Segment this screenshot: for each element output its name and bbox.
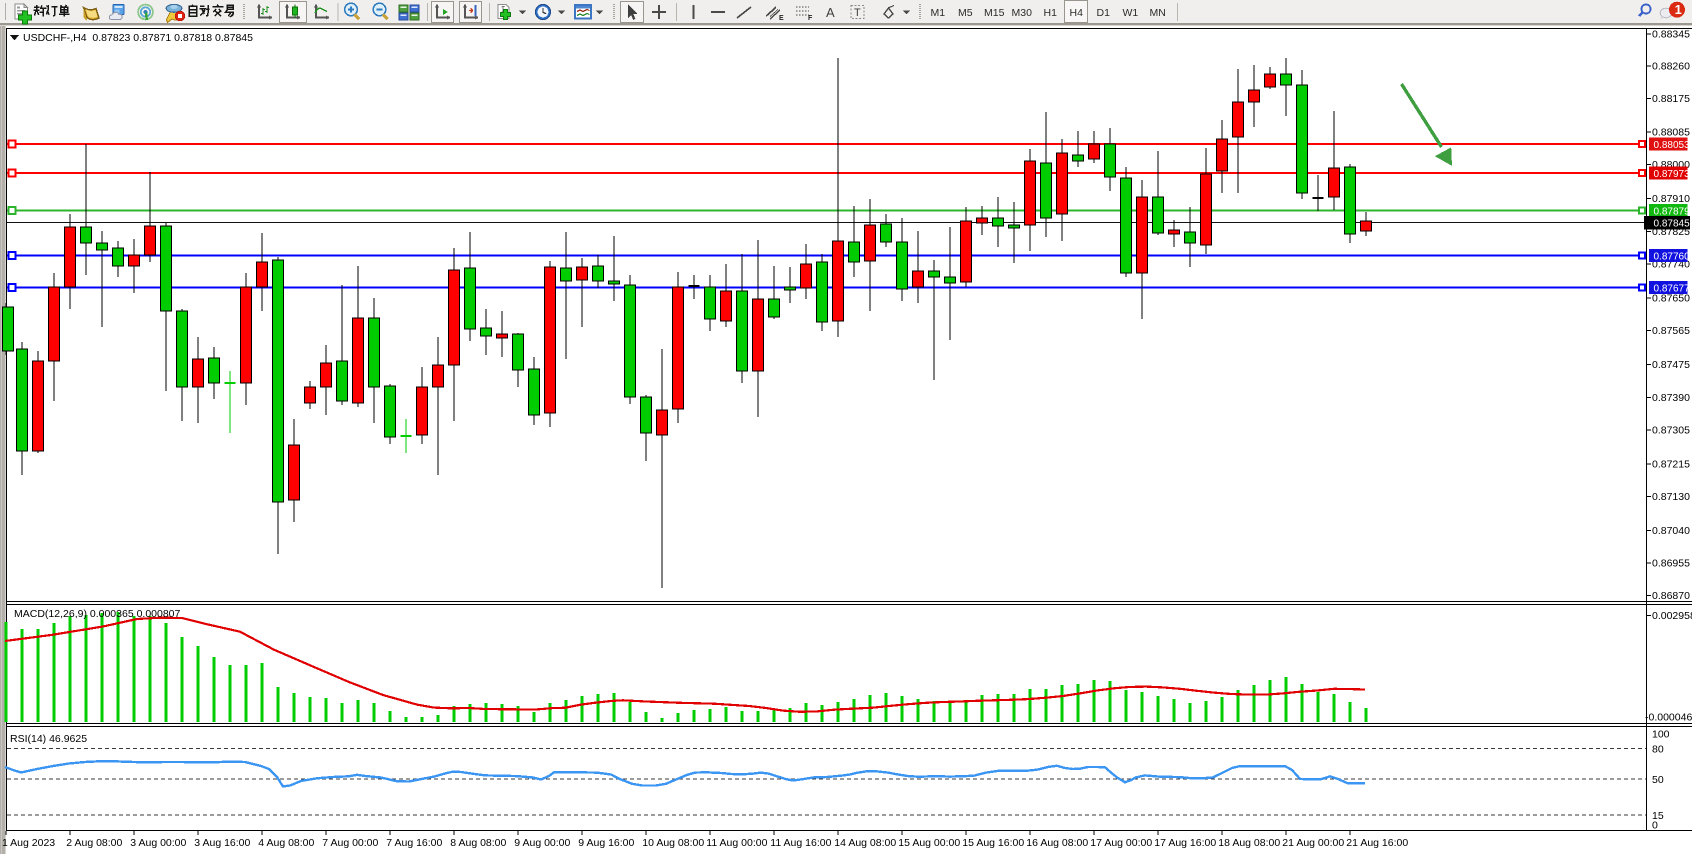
svg-text:17 Aug 16:00: 17 Aug 16:00 — [1154, 837, 1216, 849]
svg-text:7 Aug 00:00: 7 Aug 00:00 — [322, 837, 378, 849]
svg-text:A: A — [826, 5, 835, 20]
svg-text:0.87040: 0.87040 — [1652, 525, 1690, 537]
svg-text:0.87565: 0.87565 — [1652, 325, 1690, 337]
svg-text:1: 1 — [1675, 2, 1682, 17]
svg-text:0.87650: 0.87650 — [1652, 293, 1690, 305]
svg-text:RSI(14) 46.9625: RSI(14) 46.9625 — [10, 733, 87, 745]
svg-text:0.87845: 0.87845 — [1654, 219, 1691, 230]
svg-text:MACD(12,26,9) 0.000365 0.00080: MACD(12,26,9) 0.000365 0.000807 — [14, 608, 181, 620]
svg-text:2 Aug 08:00: 2 Aug 08:00 — [66, 837, 122, 849]
svg-text:0.87130: 0.87130 — [1652, 491, 1690, 503]
svg-text:10 Aug 08:00: 10 Aug 08:00 — [642, 837, 704, 849]
svg-text:USDCHF-,H4 0.87823 0.87871 0.: USDCHF-,H4 0.87823 0.87871 0.87818 0.878… — [23, 32, 253, 44]
svg-text:M30: M30 — [1012, 7, 1033, 19]
svg-text:0.87973: 0.87973 — [1654, 169, 1691, 180]
svg-text:9 Aug 00:00: 9 Aug 00:00 — [514, 837, 570, 849]
svg-text:4 Aug 08:00: 4 Aug 08:00 — [258, 837, 314, 849]
svg-text:0.87760: 0.87760 — [1654, 252, 1691, 263]
svg-text:3 Aug 00:00: 3 Aug 00:00 — [130, 837, 186, 849]
svg-text:0.87677: 0.87677 — [1654, 284, 1691, 295]
svg-text:0.88175: 0.88175 — [1652, 93, 1690, 105]
svg-text:M1: M1 — [931, 7, 946, 19]
svg-text:0.87215: 0.87215 — [1652, 459, 1690, 471]
svg-text:0.87910: 0.87910 — [1652, 193, 1690, 205]
svg-text:18 Aug 08:00: 18 Aug 08:00 — [1218, 837, 1280, 849]
svg-text:14 Aug 08:00: 14 Aug 08:00 — [834, 837, 896, 849]
svg-text:80: 80 — [1652, 743, 1664, 755]
svg-text:W1: W1 — [1123, 7, 1139, 19]
svg-text:F: F — [808, 15, 813, 22]
svg-text:100: 100 — [1652, 729, 1670, 741]
svg-text:21 Aug 16:00: 21 Aug 16:00 — [1346, 837, 1408, 849]
svg-text:0.88345: 0.88345 — [1652, 29, 1690, 41]
svg-text:0.88053: 0.88053 — [1654, 140, 1691, 151]
svg-text:15 Aug 16:00: 15 Aug 16:00 — [962, 837, 1024, 849]
svg-text:9 Aug 16:00: 9 Aug 16:00 — [578, 837, 634, 849]
svg-text:50: 50 — [1652, 774, 1664, 786]
svg-text:0.88260: 0.88260 — [1652, 61, 1690, 73]
svg-text:11 Aug 00:00: 11 Aug 00:00 — [706, 837, 767, 849]
svg-text:15: 15 — [1652, 810, 1664, 822]
svg-text:0.86955: 0.86955 — [1652, 558, 1690, 570]
svg-text:0.87305: 0.87305 — [1652, 425, 1690, 437]
svg-text:0.86870: 0.86870 — [1652, 590, 1690, 602]
svg-text:0.88085: 0.88085 — [1652, 127, 1690, 139]
svg-text:M15: M15 — [984, 7, 1005, 19]
svg-text:21 Aug 00:00: 21 Aug 00:00 — [1282, 837, 1344, 849]
svg-text:T: T — [854, 7, 861, 19]
svg-text:-0.000046: -0.000046 — [1645, 712, 1692, 724]
svg-text:8 Aug 08:00: 8 Aug 08:00 — [450, 837, 506, 849]
svg-text:M5: M5 — [958, 7, 973, 19]
svg-text:H4: H4 — [1070, 7, 1084, 19]
svg-text:0.87879: 0.87879 — [1654, 207, 1691, 218]
svg-text:MN: MN — [1150, 7, 1166, 19]
svg-text:16 Aug 08:00: 16 Aug 08:00 — [1026, 837, 1088, 849]
svg-text:0.002958: 0.002958 — [1652, 610, 1692, 622]
svg-text:0: 0 — [1652, 820, 1658, 832]
svg-text:0.87475: 0.87475 — [1652, 359, 1690, 371]
svg-text:E: E — [779, 15, 784, 22]
svg-text:15 Aug 00:00: 15 Aug 00:00 — [898, 837, 960, 849]
svg-text:7 Aug 16:00: 7 Aug 16:00 — [386, 837, 442, 849]
svg-text:17 Aug 00:00: 17 Aug 00:00 — [1090, 837, 1152, 849]
svg-text:H1: H1 — [1044, 7, 1058, 19]
svg-text:11 Aug 16:00: 11 Aug 16:00 — [770, 837, 831, 849]
svg-text:0.87390: 0.87390 — [1652, 392, 1690, 404]
svg-text:1 Aug 2023: 1 Aug 2023 — [2, 837, 55, 849]
svg-text:D1: D1 — [1097, 7, 1111, 19]
svg-text:3 Aug 16:00: 3 Aug 16:00 — [194, 837, 250, 849]
